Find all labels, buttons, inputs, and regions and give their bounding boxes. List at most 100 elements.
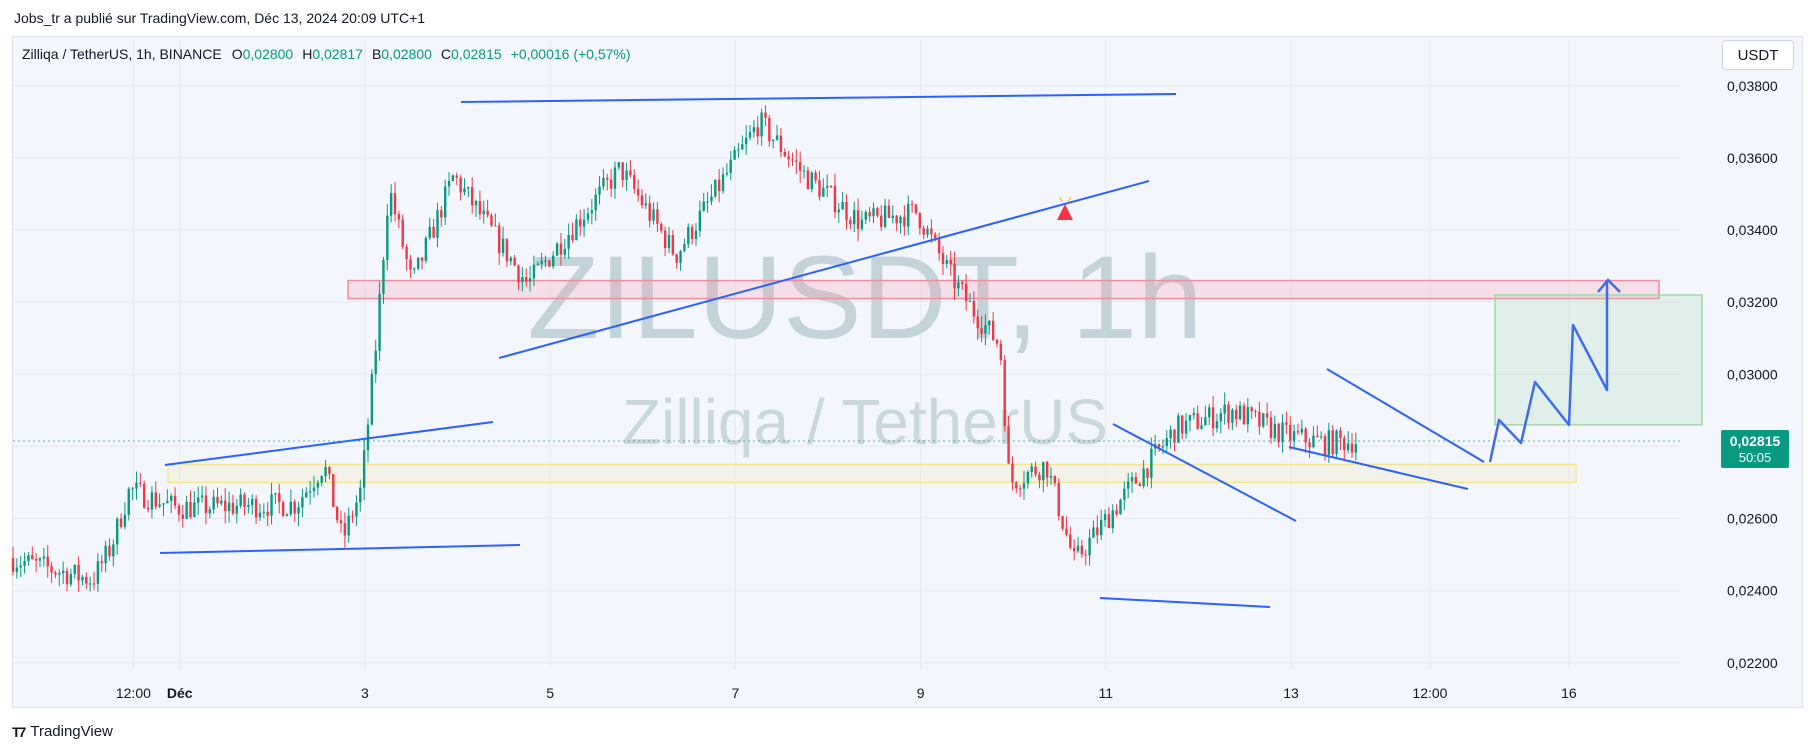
candle-body xyxy=(937,237,941,254)
candle-body xyxy=(779,135,783,153)
candle-body xyxy=(1350,443,1354,453)
candle-body xyxy=(347,515,350,536)
candle-body xyxy=(1339,430,1342,439)
candle-body xyxy=(829,185,833,187)
x-tick-label: 9 xyxy=(917,685,925,701)
close-value: 0,02815 xyxy=(451,46,502,62)
candle-body xyxy=(737,149,740,151)
candle-body xyxy=(170,495,173,501)
candle-body xyxy=(748,132,752,138)
candle-body xyxy=(38,558,42,561)
y-tick-label: 0,03600 xyxy=(1727,150,1778,166)
tradingview-logo[interactable]: T7 TradingView xyxy=(12,723,113,740)
candle-body xyxy=(1246,407,1250,425)
candle-body xyxy=(1231,409,1234,423)
candle-body xyxy=(729,159,732,173)
candle-body xyxy=(181,514,184,519)
candle-body xyxy=(872,208,875,217)
candle-body xyxy=(984,325,987,334)
candle-body xyxy=(1354,444,1358,453)
candle-body xyxy=(397,214,401,220)
candle-body xyxy=(1269,417,1273,439)
candle-body xyxy=(166,500,169,504)
candle-body xyxy=(146,507,150,510)
candle-body xyxy=(771,139,775,142)
candle-body xyxy=(806,170,810,190)
candle-body xyxy=(1215,421,1219,429)
candle-body xyxy=(517,265,520,283)
candle-body xyxy=(1042,462,1045,481)
candle-body xyxy=(814,172,817,181)
candle-body xyxy=(142,483,146,508)
candle-body xyxy=(498,225,501,254)
candle-body xyxy=(860,219,864,229)
price-tag-countdown: 50:05 xyxy=(1739,450,1772,465)
candle-body xyxy=(1080,545,1084,555)
currency-button[interactable]: USDT xyxy=(1722,40,1794,70)
y-tick-label: 0,03000 xyxy=(1727,366,1778,382)
candle-body xyxy=(1327,430,1331,455)
candle-body xyxy=(941,253,945,265)
candle-body xyxy=(636,188,640,196)
chart-legend: Zilliqa / TetherUS, 1h, BINANCE O 0,02800… xyxy=(22,46,640,62)
candle-body xyxy=(1235,409,1238,419)
trendline xyxy=(1112,423,1297,522)
candle-body xyxy=(1346,443,1350,451)
candle-body xyxy=(1026,471,1030,484)
candle-body xyxy=(378,293,381,351)
candle-body xyxy=(980,328,983,334)
candle-body xyxy=(150,492,154,510)
candle-body xyxy=(571,234,574,241)
candle-body xyxy=(1258,411,1261,427)
candle-body xyxy=(19,565,22,568)
candle-body xyxy=(617,162,621,168)
candle-body xyxy=(1099,520,1103,536)
candle-body xyxy=(690,226,694,239)
candle-body xyxy=(1088,537,1091,556)
trendline xyxy=(1326,368,1485,463)
candle-body xyxy=(652,209,655,221)
candle-body xyxy=(613,167,617,189)
candle-body xyxy=(339,520,343,524)
candle-body xyxy=(663,230,667,249)
candle-body xyxy=(1308,442,1311,448)
candle-body xyxy=(883,205,887,227)
candle-body xyxy=(42,556,46,559)
candle-body xyxy=(127,488,130,515)
candle-body xyxy=(1250,407,1253,412)
candle-body xyxy=(1126,481,1130,489)
candle-body xyxy=(532,264,536,279)
candle-body xyxy=(1200,425,1203,429)
candle-body xyxy=(262,511,266,513)
candle-body xyxy=(1343,438,1346,451)
candle-body xyxy=(27,555,30,562)
candle-body xyxy=(505,238,509,262)
candle-body xyxy=(590,210,594,214)
candle-body xyxy=(239,494,242,506)
candle-body xyxy=(274,493,277,495)
target-box xyxy=(1494,294,1703,426)
candle-body xyxy=(853,210,856,225)
candle-body xyxy=(930,228,933,235)
candle-body xyxy=(1107,514,1111,529)
candle-body xyxy=(451,175,455,181)
candle-body xyxy=(482,210,485,215)
x-tick-label: 11 xyxy=(1099,685,1114,701)
candle-body xyxy=(96,561,100,584)
candle-body xyxy=(579,219,582,227)
candle-body xyxy=(154,492,157,507)
close-label: C xyxy=(440,46,452,62)
candle-body xyxy=(1277,423,1280,443)
candle-body xyxy=(1184,420,1188,434)
candle-body xyxy=(525,277,528,282)
candle-body xyxy=(540,260,543,264)
candle-body xyxy=(721,174,725,191)
symbol-label[interactable]: Zilliqa / TetherUS, 1h, BINANCE xyxy=(22,46,222,62)
candle-body xyxy=(1177,415,1180,443)
candle-body xyxy=(999,343,1003,361)
candle-body xyxy=(1161,446,1165,448)
chart-panel[interactable] xyxy=(12,36,1803,708)
candle-body xyxy=(135,482,138,489)
y-tick-label: 0,03800 xyxy=(1727,78,1778,94)
